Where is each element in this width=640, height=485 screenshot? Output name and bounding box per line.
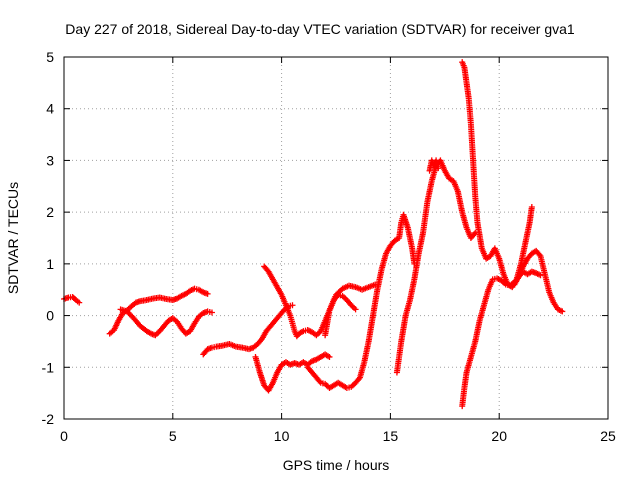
data-series-6 [252,351,333,394]
plot-frame [63,56,609,420]
data-point [372,281,379,288]
data-point [559,308,566,315]
x-axis-label: GPS time / hours [283,457,390,473]
data-point [355,375,362,382]
data-point [352,306,359,313]
y-tick-label: 1 [46,256,54,272]
data-point [528,203,535,210]
data-point [326,353,333,360]
grid [64,57,608,419]
data-point [536,251,543,258]
data-series-5 [261,263,359,340]
y-tick-label: 0 [46,308,54,324]
x-tick-label: 5 [169,428,177,444]
y-tick-label: 4 [46,101,54,117]
data-point [289,302,296,309]
x-tick-label: 10 [274,428,290,444]
data-series-12 [459,268,544,410]
y-tick-label: -2 [42,411,55,427]
y-tick-label: 2 [46,204,54,220]
y-axis-label: SDTVAR / TECUs [5,182,21,294]
x-tick-label: 0 [60,428,68,444]
y-tick-label: 3 [46,152,54,168]
axis-ticks: 0 5 10 15 20 25 -2 -1 0 1 2 3 4 5 [42,49,616,444]
data-point [537,272,544,279]
data-point [435,165,442,172]
data-series-8 [322,281,379,339]
x-tick-label: 25 [600,428,616,444]
data-point [316,378,323,385]
x-tick-label: 20 [491,428,507,444]
chart-title: Day 227 of 2018, Sidereal Day-to-day VTE… [65,21,575,37]
data-series-4 [200,302,296,358]
data-series-3 [117,306,215,339]
data-series-11 [459,59,535,291]
data-series-13 [511,247,566,315]
data-series [61,59,566,410]
data-point [76,299,83,306]
data-point [208,309,215,316]
x-tick-label: 15 [383,428,399,444]
data-series-2 [106,285,211,337]
data-series-9 [393,157,479,376]
y-tick-label: -1 [42,359,55,375]
data-series-7 [304,211,418,391]
y-tick-label: 5 [46,49,54,65]
data-point [471,231,478,238]
data-series-10 [426,157,442,174]
data-point [204,290,211,297]
